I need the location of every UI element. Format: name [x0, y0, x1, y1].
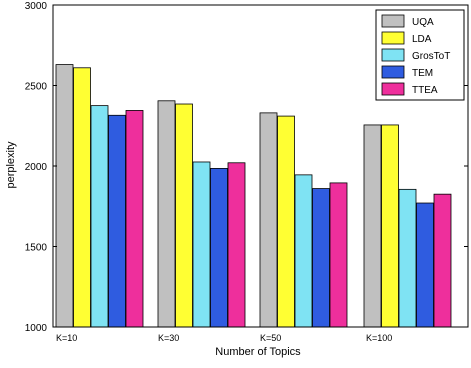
legend-swatch-uqa — [381, 14, 405, 28]
legend-swatch-tem — [381, 65, 405, 79]
bar-ttea-k30 — [227, 162, 246, 328]
legend-swatch-ttea — [381, 82, 405, 96]
x-tick-label: K=100 — [366, 333, 392, 343]
bar-uqa-k30 — [157, 100, 176, 328]
legend-label-uqa: UQA — [412, 17, 434, 28]
bar-tem-k50 — [312, 188, 330, 328]
x-tick-label: K=10 — [56, 333, 77, 343]
bar-ttea-k100 — [433, 193, 452, 328]
x-axis-label: Number of Topics — [215, 346, 301, 358]
y-tick-label: 3000 — [25, 1, 48, 12]
bar-uqa-k10 — [55, 64, 74, 328]
legend-label-ttea: TTEA — [412, 85, 438, 96]
bar-uqa-k50 — [259, 112, 278, 328]
legend-swatch-grostot — [381, 48, 405, 62]
bar-lda-k30 — [175, 103, 193, 328]
bar-grostot-k30 — [192, 161, 211, 328]
bar-grostot-k10 — [90, 105, 109, 328]
bar-grostot-k50 — [294, 174, 313, 328]
bar-lda-k10 — [73, 67, 91, 328]
bar-lda-k50 — [277, 115, 295, 328]
y-tick-label: 1000 — [25, 323, 48, 334]
legend: UQA LDA GrosToT TEM TTEA — [375, 9, 465, 101]
legend-swatch-lda — [381, 31, 405, 45]
bar-tem-k30 — [210, 168, 228, 328]
bar-ttea-k10 — [125, 110, 144, 328]
bar-grostot-k100 — [398, 188, 417, 328]
legend-label-grostot: GrosToT — [412, 51, 450, 62]
legend-label-tem: TEM — [412, 68, 433, 79]
bar-tem-k100 — [416, 202, 434, 328]
bar-uqa-k100 — [363, 124, 382, 328]
bars-layer — [55, 64, 452, 328]
x-tick-label: K=50 — [260, 333, 281, 343]
axes-layer: K=10 K=30 K=50 K=100 1000 1500 2000 2500 3000 — [25, 1, 469, 343]
bar-tem-k10 — [108, 114, 126, 328]
y-axis-label: perplexity — [5, 141, 17, 189]
y-tick-label: 2500 — [25, 82, 48, 93]
bar-lda-k100 — [381, 124, 399, 328]
legend-label-lda: LDA — [412, 34, 432, 45]
x-tick-label: K=30 — [158, 333, 179, 343]
bar-ttea-k50 — [329, 182, 348, 328]
y-tick-label: 1500 — [25, 243, 48, 254]
y-tick-label: 2000 — [25, 162, 48, 173]
